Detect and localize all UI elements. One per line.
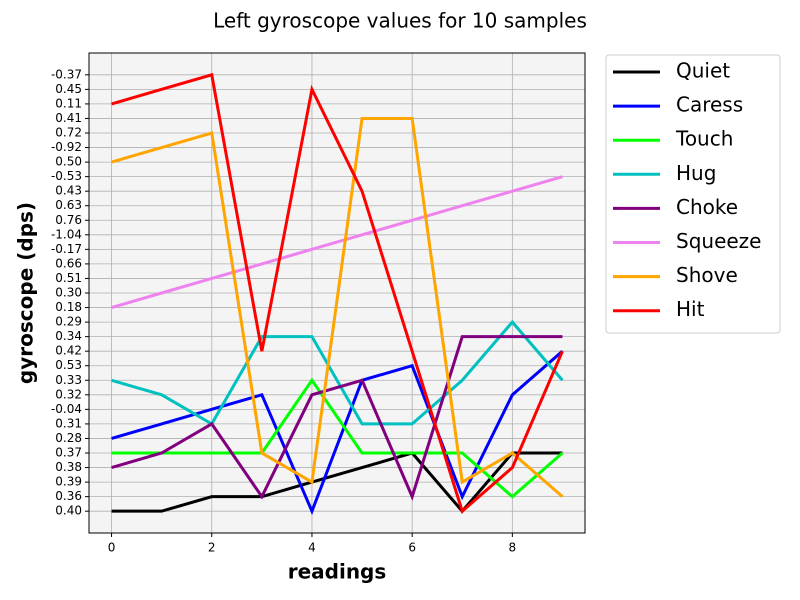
series-line <box>111 175 563 309</box>
y-tick-label: 0.63 <box>55 198 82 212</box>
x-tick-label: 6 <box>408 541 416 555</box>
y-axis-label: gyroscope (dps) <box>14 202 38 384</box>
x-tick-label: 4 <box>308 541 316 555</box>
x-tick-label: 0 <box>108 541 116 555</box>
y-tick-label: 0.45 <box>55 82 82 96</box>
series-line <box>111 451 563 514</box>
series-line <box>111 116 564 498</box>
x-tick-label: 8 <box>509 541 517 555</box>
y-tick-label: 0.40 <box>55 504 82 518</box>
y-tick-label: 0.32 <box>55 387 82 401</box>
y-tick-label: -0.17 <box>51 242 82 256</box>
series-line <box>111 377 564 499</box>
series-line <box>111 350 564 516</box>
y-tick-label: 0.72 <box>55 126 82 140</box>
y-tick-label: 0.50 <box>55 155 82 169</box>
legend-label: Squeeze <box>676 229 761 253</box>
y-tick-label: -0.92 <box>51 140 82 154</box>
y-tick-label: 0.18 <box>55 300 82 314</box>
y-tick-label: 0.28 <box>55 431 82 445</box>
y-tick-label: -1.04 <box>51 227 82 241</box>
y-tick-label: -0.53 <box>51 169 82 183</box>
series-line <box>111 335 563 501</box>
y-tick-label: 0.36 <box>55 489 82 503</box>
y-tick-label: 0.66 <box>55 256 82 270</box>
legend-label: Shove <box>676 263 738 287</box>
y-tick-label: 0.30 <box>55 286 82 300</box>
legend-label: Touch <box>675 127 733 151</box>
x-axis-label: readings <box>288 560 387 584</box>
y-tick-label: 0.11 <box>55 96 82 110</box>
y-tick-label: 0.37 <box>55 446 82 460</box>
legend-label: Quiet <box>676 59 730 83</box>
legend-label: Choke <box>676 195 738 219</box>
y-tick-label: 0.31 <box>55 416 82 430</box>
y-tick-label: 0.41 <box>55 111 82 125</box>
y-tick-label: -0.04 <box>51 402 82 416</box>
legend <box>605 54 781 334</box>
legend-label: Hit <box>676 297 705 321</box>
series-line <box>111 319 564 426</box>
plot-frame <box>88 52 586 534</box>
y-tick-label: 0.53 <box>55 358 82 372</box>
y-tick-label: 0.34 <box>55 329 82 343</box>
y-tick-label: 0.33 <box>55 373 82 387</box>
legend-label: Caress <box>676 93 743 117</box>
legend-label: Hug <box>676 161 716 185</box>
chart-title: Left gyroscope values for 10 samples <box>213 9 587 33</box>
y-tick-label: 0.38 <box>55 460 82 474</box>
x-tick-label: 2 <box>208 541 216 555</box>
y-tick-label: 0.42 <box>55 344 82 358</box>
y-tick-label: 0.43 <box>55 184 82 198</box>
series-line <box>111 72 564 514</box>
y-tick-label: -0.37 <box>51 67 82 81</box>
y-tick-label: 0.39 <box>55 475 82 489</box>
y-tick-label: 0.51 <box>55 271 82 285</box>
y-tick-label: 0.29 <box>55 315 82 329</box>
y-tick-label: 0.76 <box>55 213 82 227</box>
